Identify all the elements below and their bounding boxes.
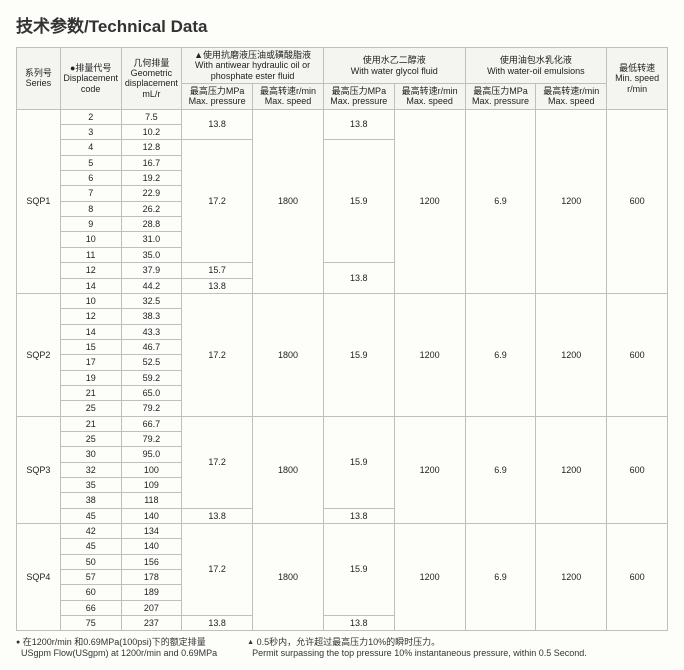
- table-row: SQP1 27.5 13.8 1800 13.8 1200 6.9 1200 6…: [17, 109, 668, 124]
- series-cell: SQP3: [17, 416, 61, 523]
- table-row: SQP3 2166.7 17.2 1800 15.9 1200 6.9 1200…: [17, 416, 668, 431]
- page-title: 技术参数/Technical Data: [16, 12, 668, 37]
- footnote-right: ▲ 0.5秒内，允许超过最高压力10%的瞬时压力。 Permit surpass…: [247, 635, 587, 658]
- series-cell: SQP1: [17, 109, 61, 293]
- header-disp-code: ●排量代号Displacementcode: [60, 48, 121, 110]
- header-max-press-2: 最高压力MPaMax. pressure: [323, 84, 394, 110]
- technical-data-table: 系列号Series ●排量代号Displacementcode 几何排量Geom…: [16, 47, 668, 631]
- header-fluid1: ▲使用抗磨液压油或磺酸脂液With antiwear hydraulic oil…: [182, 48, 324, 84]
- header-fluid3: 使用油包水乳化液With water-oil emulsions: [465, 48, 607, 84]
- header-max-press-3: 最高压力MPaMax. pressure: [465, 84, 536, 110]
- header-max-speed-3: 最高转速r/minMax. speed: [536, 84, 607, 110]
- header-fluid2: 使用水乙二醇液With water glycol fluid: [323, 48, 465, 84]
- header-series: 系列号Series: [17, 48, 61, 110]
- header-max-speed-2: 最高转速r/minMax. speed: [394, 84, 465, 110]
- header-max-speed-1: 最高转速r/minMax. speed: [253, 84, 324, 110]
- footnotes: ● 在1200r/min 和0.69MPa(100psi)下的额定排量 USgp…: [16, 635, 668, 658]
- triangle-icon: ▲: [247, 640, 254, 647]
- header-max-press-1: 最高压力MPaMax. pressure: [182, 84, 253, 110]
- series-cell: SQP2: [17, 293, 61, 416]
- series-cell: SQP4: [17, 524, 61, 631]
- header-geo: 几何排量GeometricdisplacementmL/r: [121, 48, 182, 110]
- header-min-speed: 最低转速Min. speedr/min: [607, 48, 668, 110]
- footnote-left: ● 在1200r/min 和0.69MPa(100psi)下的额定排量 USgp…: [16, 635, 217, 658]
- table-row: SQP2 1032.5 17.2 1800 15.9 1200 6.9 1200…: [17, 293, 668, 308]
- circle-icon: ●: [16, 640, 20, 647]
- table-row: SQP4 42134 17.2 1800 15.9 1200 6.9 1200 …: [17, 524, 668, 539]
